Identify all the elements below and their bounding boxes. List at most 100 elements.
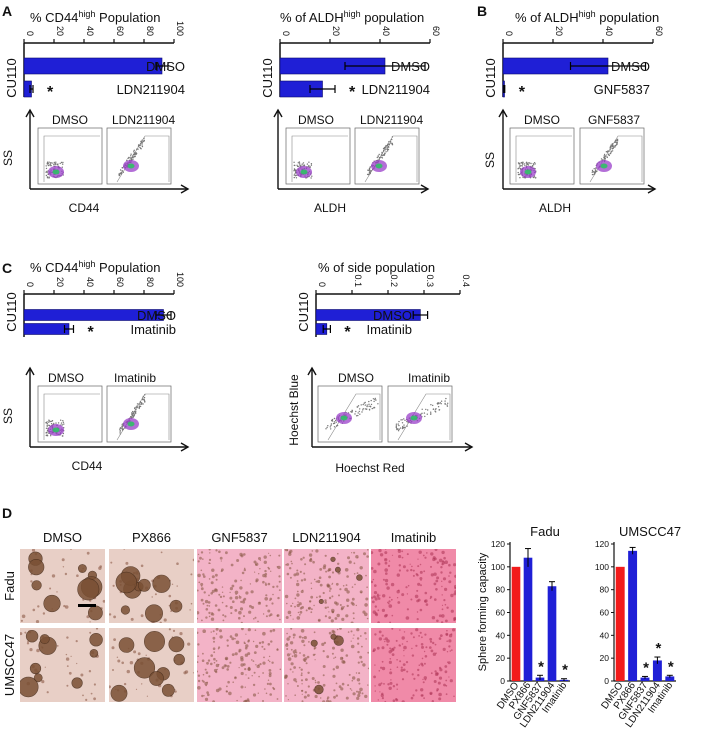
flow-gate	[291, 135, 348, 182]
flow-plot-box	[354, 127, 420, 185]
bar-imatinib	[665, 676, 675, 681]
micrograph-column-label: PX866	[132, 530, 171, 545]
flow-panel-flowA2: ALDH DMSO LDN211904	[273, 108, 430, 215]
tick-label: 20	[331, 26, 341, 36]
significance-marker: *	[643, 659, 649, 676]
flow-plot-box	[387, 385, 453, 443]
bar-dmso	[615, 566, 625, 681]
chart-title: % CD44high Population	[30, 9, 161, 25]
flow-gate	[364, 135, 418, 183]
category-label: GNF5837	[594, 82, 650, 97]
micrograph-column-label: Imatinib	[391, 530, 437, 545]
tick-label: 0.3	[425, 274, 435, 287]
micrograph-fadu-imatinib	[371, 549, 456, 623]
category-label: LDN211904	[362, 82, 430, 97]
flow-gate	[515, 135, 572, 182]
micrograph-row-label: UMSCC47	[2, 634, 17, 696]
tick-label: 80	[145, 26, 155, 36]
significance-marker: *	[519, 84, 526, 101]
flow-dense-center	[600, 163, 608, 169]
group-label: CU110	[4, 58, 19, 98]
flow-dense-center	[340, 415, 348, 421]
tick-label: 60	[654, 26, 664, 36]
bar-px866	[628, 550, 638, 681]
micrograph-cells	[109, 549, 194, 623]
category-label: DMSO	[611, 59, 650, 74]
flow-x-label: CD44	[69, 201, 100, 215]
flow-condition-label: DMSO	[48, 371, 84, 385]
panel-letter-a: A	[2, 3, 12, 19]
significance-marker: *	[349, 84, 356, 101]
flow-dense-center	[524, 169, 532, 175]
flow-plot-box	[509, 127, 575, 185]
micrograph-umscc47-imatinib	[371, 628, 456, 702]
micrograph-fadu-dmso	[20, 549, 105, 623]
micrograph-umscc47-px866	[109, 628, 194, 702]
chart-title: Fadu	[530, 524, 560, 539]
category-label: LDN211904	[117, 82, 185, 97]
flow-y-arrow	[25, 108, 35, 118]
flow-x-arrow	[180, 442, 190, 452]
bar-ldn211904	[652, 660, 662, 681]
tick-label: 20	[55, 26, 65, 36]
flow-x-label: ALDH	[539, 201, 571, 215]
flow-panel-flowC1: SS CD44 DMSO Imatinib	[1, 366, 190, 473]
tick-label: 20	[496, 653, 506, 663]
panel-letter-d: D	[2, 505, 12, 521]
micrograph-cells	[20, 549, 105, 623]
group-label: CU110	[4, 292, 19, 332]
micrograph-column-label: DMSO	[43, 530, 82, 545]
tick-label: 80	[600, 585, 610, 595]
y-axis-label: Sphere forming capacity	[477, 552, 489, 671]
flow-dense-center	[375, 163, 383, 169]
flow-dense-center	[52, 427, 60, 433]
chart-D-umscc47: UMSCC47020406080100120DMSOPX866*GNF5837*…	[595, 524, 681, 730]
micrograph-cells	[197, 628, 282, 702]
flow-panel-flowC2: Hoechst Blue Hoechst Red DMSO Imatinib	[287, 366, 474, 475]
flow-y-label: SS	[483, 152, 497, 168]
tick-label: 40	[381, 26, 391, 36]
charts-layer: % CD44high Population 0 20 40 60 80 100 CU110 DM…	[4, 9, 681, 730]
flow-y-label: SS	[1, 408, 15, 424]
flow-condition-label: GNF5837	[588, 113, 640, 127]
tick-label: 20	[55, 277, 65, 287]
bar-gnf5837	[640, 677, 650, 681]
significance-marker: *	[47, 84, 54, 101]
flow-x-arrow	[647, 184, 657, 194]
flow-y-arrow	[307, 366, 317, 376]
tick-label: 0.1	[353, 274, 363, 287]
flow-plot-box	[37, 127, 103, 185]
tick-label: 0	[25, 31, 35, 36]
tick-label: 0	[500, 676, 505, 686]
flow-x-label: CD44	[72, 459, 103, 473]
micrograph-fadu-px866	[109, 549, 194, 623]
chart-title: % of side population	[318, 260, 435, 275]
flow-plot-box	[106, 385, 172, 443]
flow-y-label: SS	[1, 150, 15, 166]
tick-label: 40	[496, 630, 506, 640]
tick-label: 60	[115, 26, 125, 36]
tick-label: 0	[281, 31, 291, 36]
flow-y-arrow	[273, 108, 283, 118]
micrograph-fadu-ldn211904	[284, 549, 369, 623]
micrograph-cells	[371, 549, 456, 623]
bar-ldn211904	[547, 586, 557, 681]
bar-px866	[523, 557, 533, 681]
micrograph-umscc47-ldn211904	[284, 628, 369, 702]
tick-label: 120	[491, 539, 505, 549]
group-label: CU110	[260, 58, 275, 98]
tick-label: 40	[604, 26, 614, 36]
tick-label: 100	[491, 562, 505, 572]
flow-condition-label: Imatinib	[114, 371, 156, 385]
tick-label: 0.4	[461, 274, 471, 287]
tick-label: 80	[496, 585, 506, 595]
category-label: Imatinib	[130, 322, 176, 337]
micrograph-umscc47-dmso	[20, 628, 105, 702]
tick-label: 60	[496, 608, 506, 618]
flow-condition-label: LDN211904	[360, 113, 423, 127]
tick-label: 40	[600, 630, 610, 640]
flow-condition-label: DMSO	[52, 113, 88, 127]
scale-bar	[78, 604, 96, 607]
